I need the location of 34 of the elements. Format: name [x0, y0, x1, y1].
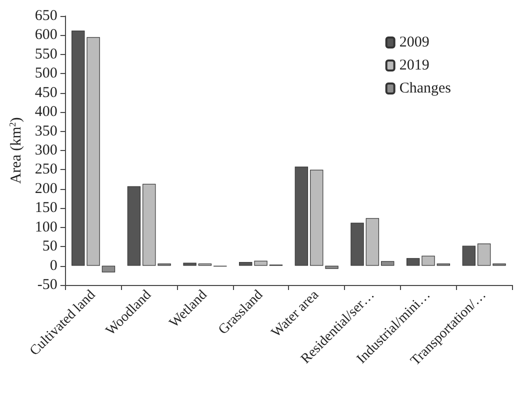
bar — [127, 186, 141, 266]
bar — [422, 256, 435, 266]
y-tick-label: 550 — [34, 46, 58, 62]
y-axis-title: Area (km2) — [8, 117, 24, 184]
bar — [294, 166, 308, 266]
y-tick-label: 600 — [34, 27, 58, 44]
legend-label: 2009 — [399, 34, 430, 50]
bar — [254, 260, 268, 266]
y-tick-label: -50 — [37, 277, 58, 293]
bar — [406, 258, 420, 266]
y-tick-label: 450 — [34, 84, 58, 101]
bar — [310, 170, 324, 266]
y-tick-label: 200 — [34, 180, 58, 197]
y-tick-label: 250 — [34, 162, 58, 178]
y-tick-label: 100 — [34, 219, 58, 236]
y-tick-label: 400 — [34, 104, 58, 120]
y-tick-label: 500 — [34, 66, 58, 82]
bar — [366, 218, 380, 266]
bar — [183, 262, 196, 266]
y-tick-label: 150 — [34, 200, 58, 216]
y-tick-label: 50 — [42, 238, 58, 255]
bar — [325, 266, 338, 269]
y-tick-label: 0 — [50, 258, 58, 274]
legend-label: 2019 — [399, 58, 430, 74]
bar — [477, 243, 491, 266]
y-tick-label: 650 — [34, 8, 58, 24]
y-tick-label: 300 — [34, 142, 58, 158]
bar — [102, 266, 116, 272]
y-tick-label: 350 — [34, 123, 58, 140]
bar — [350, 222, 364, 266]
legend-label: Changes — [399, 80, 452, 96]
bar — [239, 262, 252, 266]
bar — [381, 261, 394, 266]
bar — [462, 246, 476, 266]
